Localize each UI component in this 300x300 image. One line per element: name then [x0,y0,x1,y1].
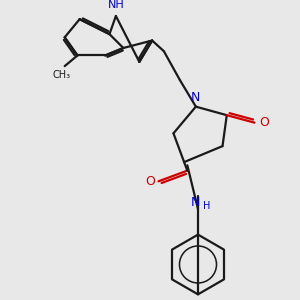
Text: O: O [145,175,155,188]
Text: NH: NH [107,0,124,10]
Text: N: N [191,196,200,209]
Text: O: O [259,116,269,129]
Text: CH₃: CH₃ [52,70,70,80]
Text: H: H [203,201,210,211]
Text: N: N [191,91,200,103]
